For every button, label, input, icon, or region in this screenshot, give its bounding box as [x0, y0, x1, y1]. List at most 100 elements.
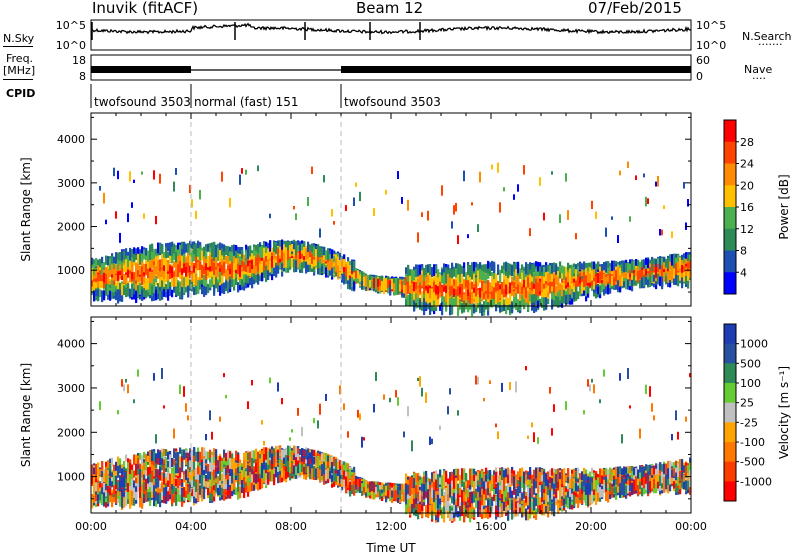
power-cell	[291, 258, 294, 268]
power-cell	[609, 280, 612, 288]
freq-right-tick: 0	[696, 70, 703, 83]
power-cell	[491, 275, 494, 287]
power-cell	[249, 262, 252, 273]
power-cell	[235, 266, 238, 279]
power-cell	[453, 266, 456, 277]
power-cell	[407, 274, 410, 284]
power-cell	[107, 256, 110, 266]
power-cell	[127, 269, 130, 278]
power-cell	[247, 266, 250, 273]
power-cell	[259, 246, 262, 258]
velocity-cell	[125, 378, 127, 383]
power-cell	[461, 303, 464, 314]
power-cell	[549, 275, 552, 287]
power-cell	[447, 295, 450, 306]
power-cell	[151, 272, 154, 283]
power-colorbar-segment	[724, 141, 736, 164]
power-cell	[523, 298, 526, 308]
power-cell	[563, 271, 566, 281]
power-cell	[297, 245, 300, 252]
power-cell	[469, 281, 472, 290]
power-cell	[601, 282, 604, 293]
power-cell	[677, 261, 680, 269]
power-cell	[517, 275, 520, 285]
power-cell	[479, 171, 481, 183]
power-cell	[427, 275, 430, 283]
power-cell	[97, 259, 100, 266]
power-cell	[295, 213, 297, 220]
velocity-cell	[129, 462, 132, 475]
velocity-cell	[107, 492, 110, 504]
power-cell	[481, 304, 484, 316]
power-cell	[323, 175, 325, 183]
power-cell	[207, 265, 210, 277]
power-cell	[499, 289, 502, 299]
power-cell	[169, 265, 172, 274]
velocity-cell	[91, 464, 94, 473]
power-cell	[375, 277, 378, 288]
power-cell	[123, 253, 126, 260]
power-cell	[661, 257, 664, 266]
power-cell	[265, 246, 268, 253]
power-cell	[273, 252, 276, 264]
power-cell	[305, 262, 308, 274]
power-cell	[265, 255, 268, 262]
power-cell	[241, 271, 244, 280]
power-cell	[145, 287, 148, 299]
power-cell	[259, 270, 262, 282]
power-cell	[239, 174, 241, 185]
power-cell	[539, 262, 542, 270]
power-cell	[315, 257, 318, 266]
power-cell	[183, 249, 186, 262]
power-cell	[159, 280, 162, 291]
power-cell	[669, 261, 672, 270]
power-cell	[103, 290, 106, 301]
power-cell	[103, 272, 106, 283]
power-cell	[273, 266, 276, 275]
velocity-cell	[119, 464, 122, 474]
power-cell	[643, 276, 646, 287]
power-cell	[553, 295, 556, 306]
power-cell	[259, 263, 262, 275]
power-cell	[535, 301, 538, 312]
power-cell	[231, 279, 234, 287]
power-cell	[285, 240, 288, 251]
power-cell	[227, 270, 230, 282]
power-cell	[91, 276, 94, 284]
velocity-cell	[135, 454, 138, 464]
power-cell	[431, 303, 434, 312]
power-cell	[241, 281, 244, 288]
power-cell	[387, 279, 390, 289]
velocity-cell	[119, 458, 122, 467]
power-cell	[473, 273, 476, 284]
power-cell	[197, 253, 200, 262]
power-ytick-label: 2000	[57, 221, 85, 234]
velocity-cell	[147, 481, 150, 491]
power-cell	[529, 293, 532, 302]
power-cell	[607, 275, 610, 283]
power-cell	[413, 270, 416, 281]
power-cell	[179, 265, 182, 274]
power-cell	[499, 272, 502, 283]
power-cell	[103, 192, 105, 204]
power-cell	[581, 276, 584, 286]
power-cell	[307, 251, 310, 258]
power-cell	[505, 296, 508, 304]
velocity-cell	[107, 460, 110, 469]
power-cell	[405, 297, 408, 307]
power-cell	[255, 250, 258, 258]
power-cell	[159, 270, 162, 278]
power-cell	[111, 289, 114, 299]
power-cell	[417, 267, 420, 280]
velocity-cell	[129, 490, 132, 501]
power-cell	[599, 286, 602, 295]
power-cell	[453, 288, 456, 297]
power-cell	[667, 271, 670, 283]
power-cell	[571, 293, 574, 305]
power-cell	[667, 257, 670, 270]
power-cell	[587, 286, 590, 294]
power-cell	[327, 248, 330, 260]
power-cell	[357, 270, 360, 279]
power-cell	[133, 291, 136, 300]
power-cell	[313, 261, 316, 273]
